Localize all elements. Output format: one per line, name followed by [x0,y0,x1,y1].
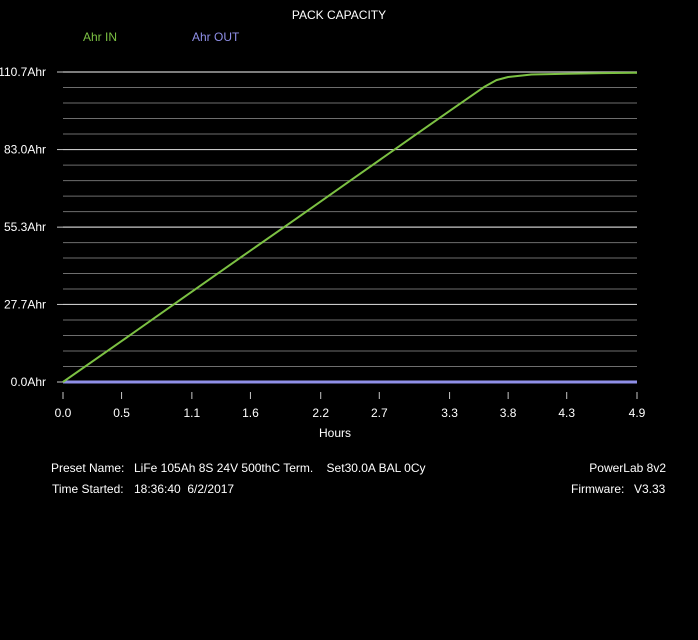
x-tick-label: 2.7 [371,406,388,420]
preset-name-label: Preset Name: [51,461,125,475]
x-tick-label: 0.5 [113,406,130,420]
legend-item-ahr-in: Ahr IN [83,30,117,44]
preset-name-value: LiFe 105Ah 8S 24V 500thC Term. Set30.0A … [134,461,426,475]
series-group [62,71,638,384]
x-tick-label: 4.9 [629,406,646,420]
x-tick-label: 2.2 [312,406,329,420]
y-tick-label: 27.7Ahr [4,297,46,311]
x-tick-label: 0.0 [55,406,72,420]
pack-capacity-chart: PACK CAPACITY 0.0Ahr 27.7Ahr 55.3Ahr 83.0Ah… [0,8,646,440]
y-tick-label: 83.0Ahr [4,143,46,157]
x-tick-label: 1.6 [242,406,259,420]
y-tick-label: 110.7Ahr [0,65,46,79]
legend-item-ahr-out: Ahr OUT [192,30,240,44]
x-tick-label: 1.1 [184,406,201,420]
firmware-label: Firmware: [571,482,625,496]
x-tick-label: 3.8 [500,406,517,420]
legend: Ahr IN Ahr OUT [83,30,240,44]
x-tick-label: 3.3 [441,406,458,420]
x-tick-label: 4.3 [558,406,575,420]
y-tick-label: 55.3Ahr [4,220,46,234]
device-name: PowerLab 8v2 [589,461,666,475]
time-started-value: 18:36:40 6/2/2017 [134,482,235,496]
series-line-ahr-in [62,71,638,383]
chart-title: PACK CAPACITY [292,8,386,22]
y-tick-label: 0.0Ahr [11,375,46,389]
x-axis-label: Hours [319,426,351,440]
firmware-value: V3.33 [634,482,666,496]
time-started-label: Time Started: [52,482,124,496]
grid [63,71,637,383]
axes: 0.0Ahr 27.7Ahr 55.3Ahr 83.0Ahr 110.7Ahr 0.0 0.… [0,65,646,420]
